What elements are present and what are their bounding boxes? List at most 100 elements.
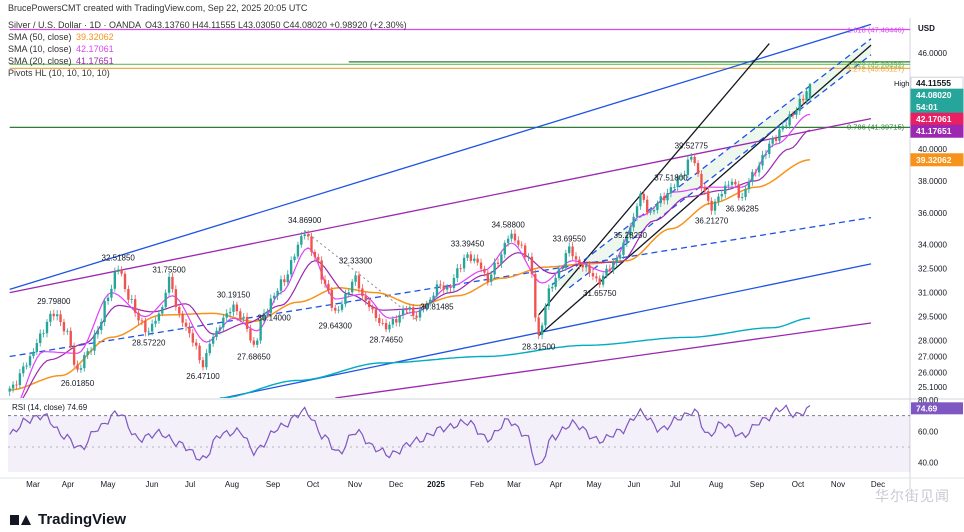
candle-body [96, 329, 100, 335]
candle [449, 283, 452, 293]
candle-body [513, 233, 517, 241]
study-sma50[interactable]: SMA (50, close) 39.32062 [8, 32, 114, 42]
candle [42, 329, 45, 338]
time-tick: Mar [507, 480, 521, 489]
candle-body [744, 189, 747, 197]
candle [798, 94, 801, 116]
candle-body [646, 199, 649, 213]
candle-body [510, 233, 513, 239]
candle-body [25, 365, 28, 367]
candle-body [764, 154, 768, 156]
candle [561, 265, 564, 272]
candle [167, 272, 171, 296]
candle [547, 284, 551, 311]
candle-body [18, 373, 22, 386]
price-tick: 32.5000 [918, 265, 947, 274]
candle-body [201, 360, 205, 368]
study-pivots[interactable]: Pivots HL (10, 10, 10, 10) [8, 68, 110, 78]
candle-body [22, 366, 25, 374]
study-sma20[interactable]: SMA (20, close) 41.17651 [8, 56, 114, 66]
candle-body [530, 256, 534, 275]
candle-body [795, 110, 798, 115]
long-moving-average [219, 317, 811, 398]
candle-body [167, 276, 171, 293]
candle [262, 308, 266, 324]
candle-body [517, 240, 520, 245]
candle [215, 327, 218, 341]
candle-body [496, 262, 500, 264]
price-tick: 34.0000 [918, 241, 947, 250]
candle [503, 240, 506, 259]
price-badge: 39.32062 [910, 153, 964, 167]
candle-body [591, 273, 595, 277]
candle-body [622, 242, 625, 255]
candle-body [544, 306, 547, 326]
candle [479, 258, 483, 273]
candle [435, 280, 439, 300]
candle-body [117, 269, 120, 272]
candle [683, 170, 686, 180]
candle [527, 253, 530, 261]
candle [79, 364, 83, 373]
candle [500, 250, 503, 268]
tradingview-logo[interactable]: TradingView [10, 511, 126, 528]
candle-body [252, 340, 256, 345]
candle [439, 280, 442, 290]
candle [208, 339, 211, 356]
candle-body [106, 297, 110, 302]
candle-body [150, 323, 154, 332]
candle [595, 272, 598, 282]
candle-body [8, 388, 11, 392]
candle-body [595, 276, 598, 279]
pivot-label: 30.14000 [258, 313, 292, 322]
candle-body [506, 238, 510, 243]
candle-body [551, 286, 554, 289]
candle [39, 329, 42, 347]
candle-body [222, 317, 225, 328]
candle [612, 258, 615, 275]
candle-body [62, 322, 66, 332]
candle [133, 294, 137, 317]
candle-body [768, 143, 771, 155]
price-tick: 28.0000 [918, 337, 947, 346]
candle [554, 273, 557, 291]
candle [110, 284, 113, 302]
study-sma10[interactable]: SMA (10, close) 42.17061 [8, 44, 114, 54]
candle-body [445, 287, 449, 290]
candle [564, 249, 568, 271]
candle [693, 153, 696, 166]
candle-body [100, 321, 103, 330]
candle-body [676, 176, 679, 188]
brand-label: TradingView [38, 511, 127, 528]
badge-text: 42.17061 [916, 114, 952, 124]
candle [55, 309, 59, 321]
candle-body [679, 176, 683, 177]
candle-body [103, 301, 106, 322]
time-tick: Sep [266, 480, 281, 489]
candle [184, 319, 188, 332]
candle-body [225, 313, 228, 318]
candle-body [296, 244, 300, 257]
pivot-label: 37.51800 [654, 174, 688, 183]
candle-body [337, 309, 340, 311]
candle [490, 270, 493, 286]
candle [808, 83, 812, 101]
candle-body [42, 333, 45, 335]
candle [791, 111, 795, 119]
candle-body [276, 290, 279, 296]
candle [144, 317, 147, 337]
time-tick: Oct [792, 480, 805, 489]
candle [568, 242, 571, 257]
candle-body [442, 285, 445, 290]
candle [25, 362, 28, 370]
candle [428, 296, 432, 307]
pivot-label: 30.81485 [420, 303, 454, 312]
candle [747, 177, 751, 194]
candle [147, 327, 150, 337]
study-label: SMA (50, close) [8, 32, 72, 42]
pivot-label: 36.96285 [725, 204, 759, 213]
candle-body [306, 234, 310, 237]
candle-body [28, 356, 32, 366]
candle [337, 306, 340, 314]
